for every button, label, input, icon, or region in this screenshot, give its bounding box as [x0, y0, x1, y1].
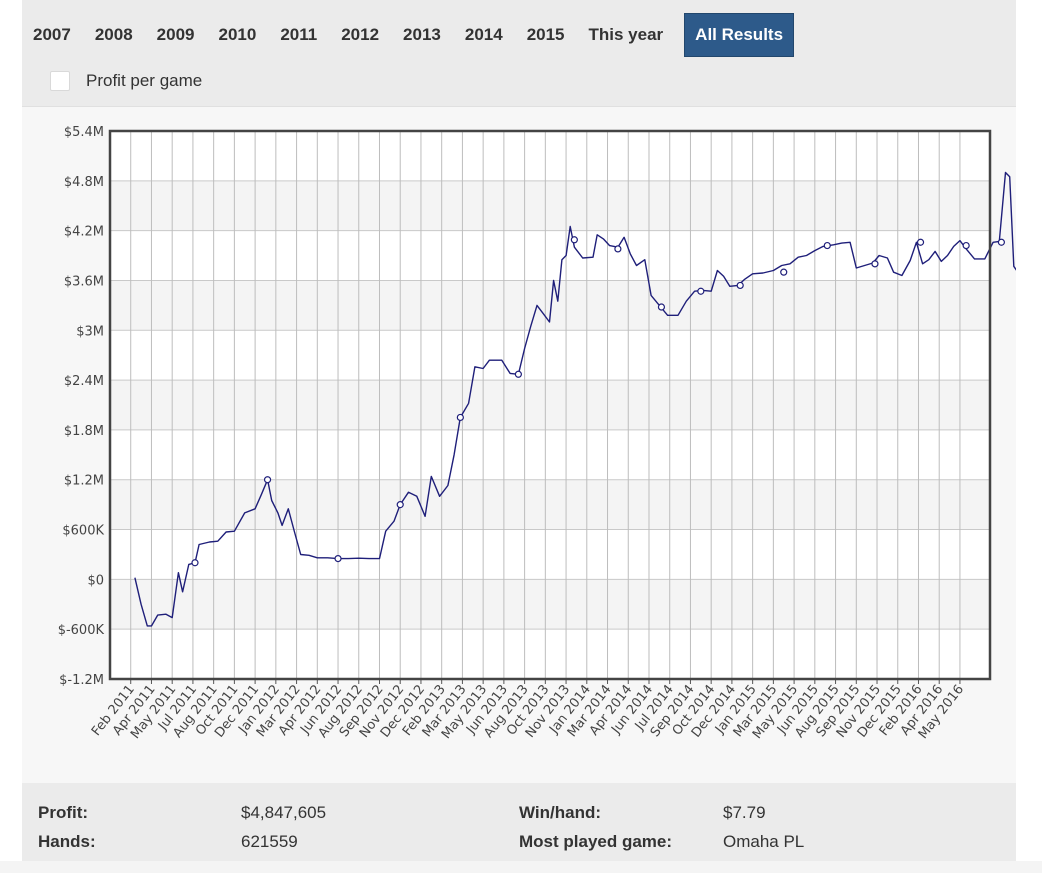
data-point-marker	[697, 287, 705, 295]
data-point-marker	[736, 281, 744, 290]
tab-this-year[interactable]: This year	[588, 25, 664, 44]
profit-chart: $5.4M $4.8M $4.2M $3.6M $3M $2.4M $1.8M $1.2M $6…	[58, 125, 1016, 742]
data-point-marker	[657, 303, 666, 311]
win-hand-value: $7.79	[723, 803, 766, 822]
data-point-marker	[570, 236, 578, 244]
stats-panel: Profit: $4,847,605 Win/hand: $7.79 Hands…	[22, 783, 1016, 861]
tab-2012[interactable]: 2012	[341, 25, 380, 44]
y-tick-label: $4.2M	[64, 225, 104, 240]
data-point-marker	[780, 268, 788, 276]
y-tick-label: $-1.2M	[59, 673, 104, 688]
plot-frame	[108, 129, 992, 681]
data-point-marker	[334, 555, 342, 563]
tab-2013[interactable]: 2013	[403, 25, 441, 44]
data-point-marker	[916, 238, 925, 246]
tab-2007[interactable]: 2007	[33, 25, 71, 44]
y-tick-label: $1.2M	[64, 474, 104, 489]
tab-2008[interactable]: 2008	[94, 25, 133, 44]
footer-strip	[0, 861, 1042, 873]
data-point-marker	[614, 245, 622, 253]
y-tick-label: $4.8M	[64, 175, 104, 190]
plot-band	[110, 380, 990, 430]
tab-2010[interactable]: 2010	[218, 25, 257, 44]
profit-per-game-checkbox[interactable]	[50, 71, 70, 91]
plot-band	[110, 180, 990, 231]
plot-band	[110, 579, 990, 630]
most-played-game-value: Omaha PL	[723, 832, 805, 851]
data-point-marker	[396, 501, 404, 509]
data-point-marker	[823, 241, 831, 250]
profit-series-line	[134, 171, 1016, 627]
profit-value: $4,847,605	[241, 803, 327, 822]
data-point-marker	[962, 241, 970, 250]
tab-all-results[interactable]: All Results	[684, 13, 795, 57]
tab-2014[interactable]: 2014	[464, 25, 503, 44]
tab-2009[interactable]: 2009	[156, 25, 195, 44]
data-point-marker	[514, 370, 522, 378]
y-tick-label: $0	[87, 573, 104, 588]
data-point-marker	[871, 260, 879, 268]
y-tick-label: $3.6M	[64, 274, 104, 289]
plot-band	[110, 280, 990, 331]
y-tick-label: $5.4M	[64, 125, 104, 140]
y-tick-label: $-600K	[58, 623, 105, 638]
win-hand-label: Win/hand:	[519, 803, 601, 822]
hands-label: Hands:	[38, 832, 96, 851]
y-tick-label: $3M	[76, 324, 104, 339]
y-tick-label: $2.4M	[64, 374, 104, 389]
y-tick-label: $1.8M	[64, 424, 104, 439]
profit-per-game-label: Profit per game	[86, 71, 203, 90]
most-played-game-label: Most played game:	[519, 832, 673, 851]
chart-area: $5.4M $4.8M $4.2M $3.6M $3M $2.4M $1.8M $1.2M $6…	[22, 106, 1016, 783]
year-tabs: 2007 2008 2009 2010 2011 2012 2013 2014 2015 This…	[22, 12, 796, 58]
data-point-marker	[263, 476, 272, 484]
data-point-marker	[191, 559, 199, 567]
profit-label: Profit:	[38, 803, 89, 822]
plot-band	[110, 479, 990, 530]
y-tick-label: $600K	[62, 524, 104, 539]
profit-per-game-toggle[interactable]: Profit per game	[50, 68, 202, 94]
hands-value: 621559	[241, 832, 298, 851]
tab-2015[interactable]: 2015	[526, 25, 565, 44]
data-point-marker	[997, 238, 1006, 246]
data-point-marker	[456, 413, 464, 422]
tab-2011[interactable]: 2011	[280, 25, 318, 44]
